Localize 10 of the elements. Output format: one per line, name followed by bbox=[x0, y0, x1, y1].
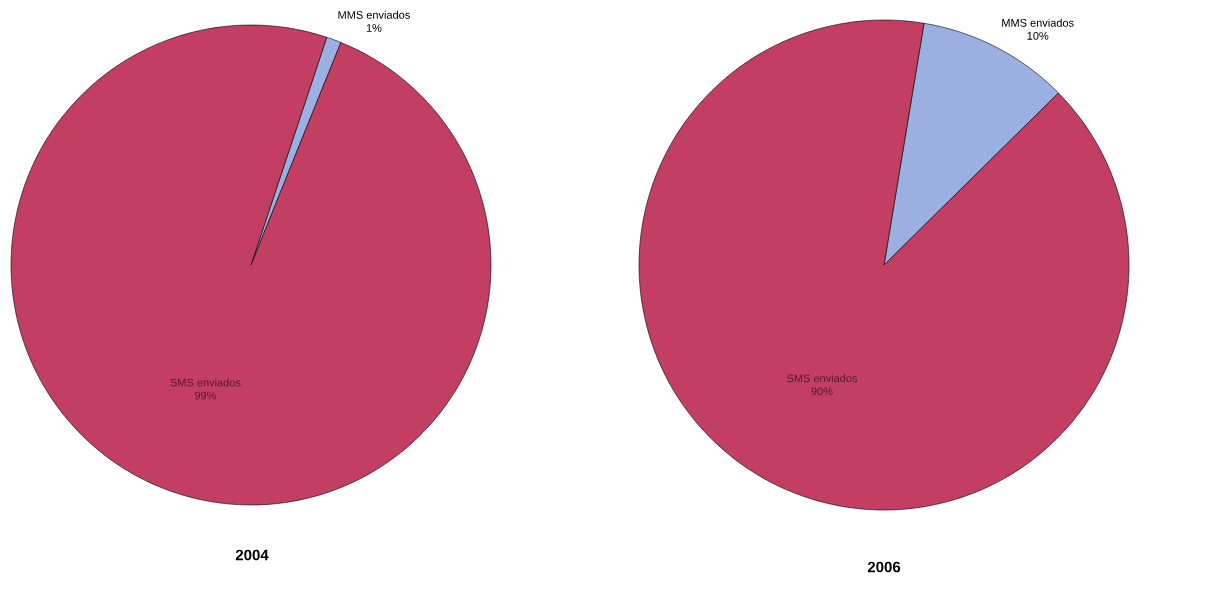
data-label: 99% bbox=[194, 391, 217, 400]
slice-label: MMS enviados bbox=[338, 10, 410, 19]
text: 2004 bbox=[235, 549, 269, 561]
data-label: 10% bbox=[1027, 31, 1049, 40]
slice-label: SMS enviados bbox=[787, 374, 858, 383]
slice-label: MMS enviados bbox=[1002, 18, 1074, 27]
slice-label: SMS enviados bbox=[170, 378, 241, 387]
text: 2006 bbox=[867, 561, 901, 573]
data-label: 90% bbox=[811, 387, 833, 396]
data-label: 1% bbox=[366, 24, 382, 32]
